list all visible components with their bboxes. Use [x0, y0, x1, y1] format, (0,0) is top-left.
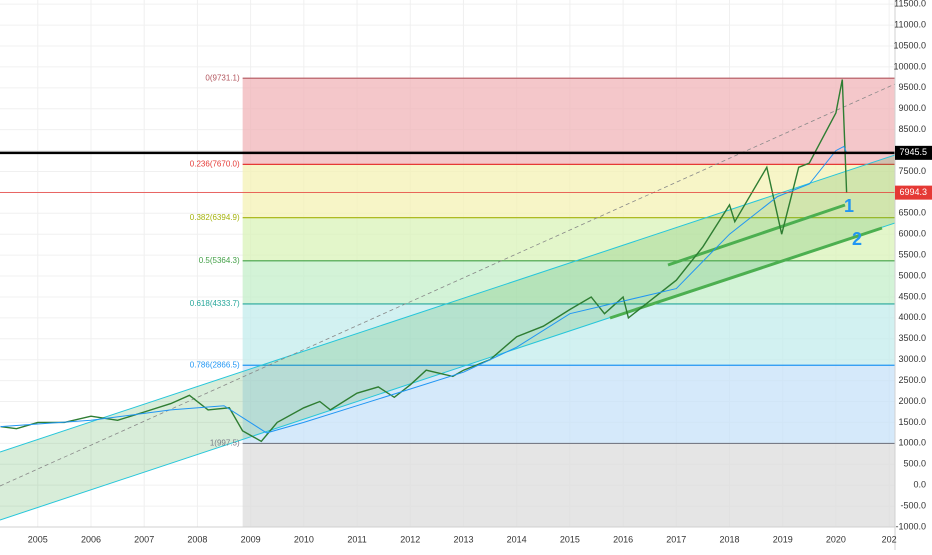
y-tick-label: -500.0	[900, 500, 926, 510]
x-tick-label: 202	[882, 534, 897, 544]
price-line	[0, 79, 848, 443]
fib-label: 0.618(4333.7)	[190, 299, 240, 308]
fib-label: 0(9731.1)	[205, 73, 240, 82]
fib-label: 0.5(5364.3)	[199, 256, 240, 265]
y-tick-label: 3000.0	[898, 354, 926, 364]
x-tick-label: 2013	[453, 534, 473, 544]
annotation: 2	[852, 229, 862, 249]
x-tick-label: 2005	[28, 534, 48, 544]
y-tick-label: 1500.0	[898, 417, 926, 427]
fib-zone	[242, 78, 895, 165]
price-tag	[895, 145, 932, 160]
fib-label: 0.236(7670.0)	[190, 159, 240, 168]
x-tick-label: 2010	[294, 534, 314, 544]
x-tick-label: 2014	[507, 534, 527, 544]
fib-zone	[242, 260, 895, 304]
y-tick-label: 5000.0	[898, 270, 926, 280]
y-tick-label: 10500.0	[893, 40, 926, 50]
y-tick-label: 3500.0	[898, 333, 926, 343]
trendline	[609, 226, 883, 320]
x-tick-label: 2007	[134, 534, 154, 544]
fib-zone	[242, 443, 895, 527]
fib-label: 0.786(2866.5)	[190, 360, 240, 369]
fib-label: 1(997.5)	[210, 439, 240, 448]
fib-zone	[242, 365, 895, 444]
y-tick-label: 0.0	[913, 480, 926, 490]
plot-area	[0, 0, 895, 527]
channel-top	[0, 154, 895, 453]
y-tick-label: 6500.0	[898, 208, 926, 218]
fib-label: 0.382(6394.9)	[190, 213, 240, 222]
channel-mid	[0, 83, 895, 487]
x-tick-label: 2018	[719, 534, 739, 544]
y-tick-label: 8500.0	[898, 124, 926, 134]
y-tick-label: 2500.0	[898, 375, 926, 385]
y-tick-label: -1000.0	[895, 521, 926, 531]
price-line	[0, 145, 848, 434]
y-tick-label: 2000.0	[898, 396, 926, 406]
y-tick-label: 4000.0	[898, 312, 926, 322]
y-tick-label: 1000.0	[898, 438, 926, 448]
x-tick-label: 2009	[241, 534, 261, 544]
x-tick-label: 2012	[400, 534, 420, 544]
y-tick-label: 5500.0	[898, 250, 926, 260]
y-tick-label: 9000.0	[898, 103, 926, 113]
annotation: 1	[844, 196, 854, 216]
y-tick-label: 7500.0	[898, 166, 926, 176]
price-tag-label: 7945.5	[899, 147, 927, 157]
price-tag-label: 6994.3	[899, 187, 927, 197]
x-tick-label: 2020	[826, 534, 846, 544]
drawings	[0, 83, 895, 521]
y-tick-label: 11000.0	[894, 19, 926, 29]
price-tag	[895, 185, 932, 200]
channel-fill	[0, 155, 895, 520]
y-tick-label: 11500.0	[894, 0, 926, 9]
y-tick-label: 10000.0	[893, 61, 926, 71]
y-tick-label: 4500.0	[898, 291, 926, 301]
x-tick-label: 2016	[613, 534, 633, 544]
x-tick-label: 2008	[187, 534, 207, 544]
x-tick-label: 2011	[347, 534, 366, 544]
trendline	[667, 203, 846, 267]
x-tick-label: 2015	[560, 534, 580, 544]
y-tick-label: 500.0	[903, 459, 926, 469]
y-tick-label: 6000.0	[898, 229, 926, 239]
y-tick-label: 9500.0	[898, 82, 926, 92]
x-tick-label: 2006	[81, 534, 101, 544]
x-tick-label: 2017	[666, 534, 686, 544]
x-tick-label: 2019	[773, 534, 793, 544]
series-layer	[0, 79, 895, 443]
